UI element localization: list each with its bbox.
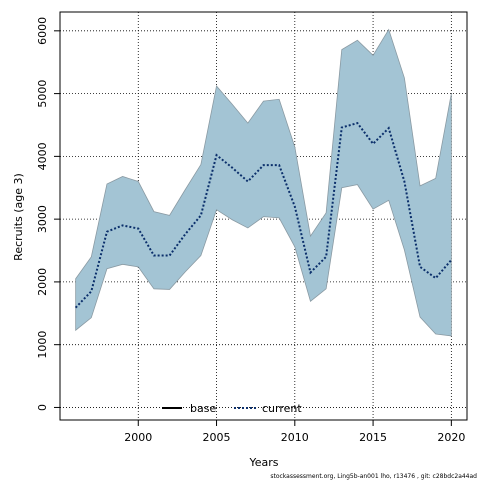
confidence-band: [75, 28, 452, 337]
y-tick-label: 0: [36, 404, 49, 411]
y-tick-label: 6000: [36, 17, 49, 45]
y-tick-label: 4000: [36, 142, 49, 170]
confidence-band-layer: [75, 28, 452, 337]
legend: base current: [162, 402, 302, 415]
x-tick-label: 2020: [437, 431, 465, 444]
y-tick-label: 1000: [36, 331, 49, 359]
x-tick-label: 2015: [359, 431, 387, 444]
x-axis: 2000 2005 2010 2015 2020: [124, 420, 465, 444]
y-tick-label: 5000: [36, 80, 49, 108]
legend-base-label: base: [190, 402, 216, 415]
plot-frame: [59, 11, 468, 421]
x-axis-title: Years: [248, 456, 278, 469]
y-axis-title: Recruits (age 3): [12, 173, 25, 261]
y-tick-label: 2000: [36, 268, 49, 296]
footnote: stockassessment.org, Ling5b-an001 lho, r…: [270, 473, 477, 480]
x-tick-label: 2000: [124, 431, 152, 444]
series-line-layer: [74, 121, 453, 309]
y-axis: 0 1000 2000 3000 4000 5000 6000: [36, 17, 60, 411]
y-tick-label: 3000: [36, 205, 49, 233]
x-tick-label: 2010: [281, 431, 309, 444]
legend-current-label: current: [262, 402, 302, 415]
series-line-current: [74, 121, 453, 309]
x-tick-label: 2005: [203, 431, 231, 444]
